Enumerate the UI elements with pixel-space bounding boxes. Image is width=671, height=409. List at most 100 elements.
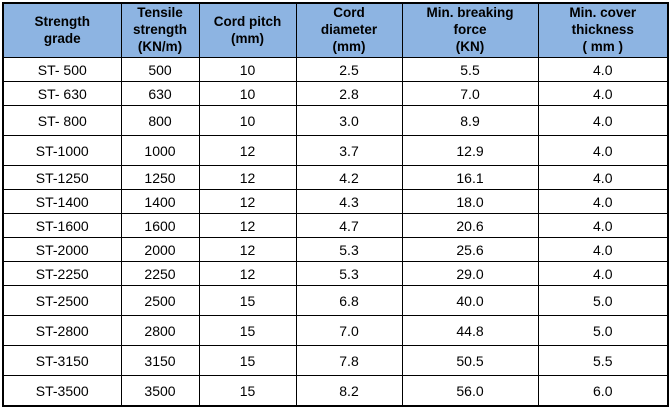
cell-tensile-strength: 1000	[120, 135, 200, 166]
cell-tensile-strength: 2250	[120, 261, 200, 286]
cell-cord-pitch: 15	[198, 285, 297, 316]
cell-min-cover-thickness: 5.5	[537, 345, 669, 376]
cell-min-breaking-force: 5.5	[401, 57, 539, 82]
cell-min-cover-thickness: 4.0	[537, 237, 669, 262]
cell-tensile-strength: 3500	[120, 375, 200, 407]
cell-min-breaking-force: 7.0	[401, 81, 539, 106]
cell-min-cover-thickness: 4.0	[537, 81, 669, 106]
cell-cord-diameter: 4.3	[295, 189, 403, 214]
header-cell-tensile-strength: Tensile strength (KN/m)	[120, 2, 200, 58]
cell-min-breaking-force: 8.9	[401, 105, 539, 136]
cell-strength-grade: ST-2000	[2, 237, 122, 262]
cell-strength-grade: ST-1250	[2, 165, 122, 190]
cell-strength-grade: ST-2800	[2, 315, 122, 346]
cell-min-breaking-force: 44.8	[401, 315, 539, 346]
cell-tensile-strength: 3150	[120, 345, 200, 376]
cell-cord-diameter: 2.5	[295, 57, 403, 82]
cell-cord-pitch: 12	[198, 165, 297, 190]
cell-strength-grade: ST- 800	[2, 105, 122, 136]
cell-min-breaking-force: 29.0	[401, 261, 539, 286]
cell-tensile-strength: 630	[120, 81, 200, 106]
cell-cord-pitch: 10	[198, 57, 297, 82]
cell-min-breaking-force: 16.1	[401, 165, 539, 190]
cell-cord-pitch: 10	[198, 105, 297, 136]
cell-cord-diameter: 4.2	[295, 165, 403, 190]
table-row: ST-1250 1250 12 4.2 16.1 4.0	[2, 165, 669, 190]
header-cell-min-breaking-force: Min. breaking force (KN)	[401, 2, 539, 58]
table-row: ST-2000 2000 12 5.3 25.6 4.0	[2, 237, 669, 262]
header-cell-cord-pitch: Cord pitch (mm)	[198, 2, 297, 58]
cell-cord-pitch: 15	[198, 375, 297, 407]
cell-min-cover-thickness: 5.0	[537, 315, 669, 346]
cell-cord-pitch: 12	[198, 261, 297, 286]
cell-min-cover-thickness: 5.0	[537, 285, 669, 316]
cell-min-breaking-force: 20.6	[401, 213, 539, 238]
table-row: ST- 800 800 10 3.0 8.9 4.0	[2, 105, 669, 136]
cell-tensile-strength: 2000	[120, 237, 200, 262]
cell-strength-grade: ST- 500	[2, 57, 122, 82]
cell-cord-pitch: 12	[198, 189, 297, 214]
table-row: ST-3150 3150 15 7.8 50.5 5.5	[2, 345, 669, 376]
cell-min-breaking-force: 40.0	[401, 285, 539, 316]
cell-cord-pitch: 15	[198, 315, 297, 346]
cell-min-cover-thickness: 4.0	[537, 189, 669, 214]
cell-cord-diameter: 7.8	[295, 345, 403, 376]
cell-strength-grade: ST-1600	[2, 213, 122, 238]
cell-min-cover-thickness: 6.0	[537, 375, 669, 407]
cell-strength-grade: ST- 630	[2, 81, 122, 106]
cell-tensile-strength: 800	[120, 105, 200, 136]
header-cell-cord-diameter: Cord diameter (mm)	[295, 2, 403, 58]
cell-strength-grade: ST-1400	[2, 189, 122, 214]
header-cell-min-cover-thickness: Min. cover thickness ( mm )	[537, 2, 669, 58]
cell-cord-pitch: 12	[198, 237, 297, 262]
cell-min-cover-thickness: 4.0	[537, 213, 669, 238]
cell-min-cover-thickness: 4.0	[537, 57, 669, 82]
cell-tensile-strength: 1250	[120, 165, 200, 190]
cell-min-breaking-force: 18.0	[401, 189, 539, 214]
header-row: Strength grade Tensile strength (KN/m) C…	[2, 2, 669, 58]
cell-min-cover-thickness: 4.0	[537, 261, 669, 286]
table-body: ST- 500 500 10 2.5 5.5 4.0 ST- 630 630 1…	[2, 57, 669, 407]
cell-cord-diameter: 5.3	[295, 261, 403, 286]
header-cell-strength-grade: Strength grade	[2, 2, 122, 58]
table-row: ST-2800 2800 15 7.0 44.8 5.0	[2, 315, 669, 346]
cell-cord-diameter: 3.7	[295, 135, 403, 166]
table-row: ST-1600 1600 12 4.7 20.6 4.0	[2, 213, 669, 238]
cell-cord-diameter: 8.2	[295, 375, 403, 407]
cell-cord-pitch: 12	[198, 213, 297, 238]
cell-strength-grade: ST-3500	[2, 375, 122, 407]
cell-cord-pitch: 10	[198, 81, 297, 106]
cell-cord-pitch: 12	[198, 135, 297, 166]
cell-min-breaking-force: 25.6	[401, 237, 539, 262]
cell-min-breaking-force: 56.0	[401, 375, 539, 407]
cell-min-cover-thickness: 4.0	[537, 135, 669, 166]
cell-strength-grade: ST-3150	[2, 345, 122, 376]
table-row: ST-1400 1400 12 4.3 18.0 4.0	[2, 189, 669, 214]
table-header: Strength grade Tensile strength (KN/m) C…	[2, 2, 669, 58]
cell-cord-diameter: 6.8	[295, 285, 403, 316]
cell-cord-diameter: 5.3	[295, 237, 403, 262]
cell-tensile-strength: 1400	[120, 189, 200, 214]
table-row: ST-3500 3500 15 8.2 56.0 6.0	[2, 375, 669, 407]
cell-min-cover-thickness: 4.0	[537, 105, 669, 136]
cell-cord-diameter: 2.8	[295, 81, 403, 106]
cell-strength-grade: ST-1000	[2, 135, 122, 166]
cell-tensile-strength: 2500	[120, 285, 200, 316]
table-row: ST- 630 630 10 2.8 7.0 4.0	[2, 81, 669, 106]
cell-cord-diameter: 4.7	[295, 213, 403, 238]
cell-cord-diameter: 3.0	[295, 105, 403, 136]
table-row: ST- 500 500 10 2.5 5.5 4.0	[2, 57, 669, 82]
cell-tensile-strength: 1600	[120, 213, 200, 238]
cell-min-breaking-force: 12.9	[401, 135, 539, 166]
cell-min-breaking-force: 50.5	[401, 345, 539, 376]
cell-tensile-strength: 2800	[120, 315, 200, 346]
cell-cord-pitch: 15	[198, 345, 297, 376]
cell-cord-diameter: 7.0	[295, 315, 403, 346]
table-row: ST-1000 1000 12 3.7 12.9 4.0	[2, 135, 669, 166]
cell-strength-grade: ST-2500	[2, 285, 122, 316]
cell-strength-grade: ST-2250	[2, 261, 122, 286]
cell-min-cover-thickness: 4.0	[537, 165, 669, 190]
table-row: ST-2250 2250 12 5.3 29.0 4.0	[2, 261, 669, 286]
